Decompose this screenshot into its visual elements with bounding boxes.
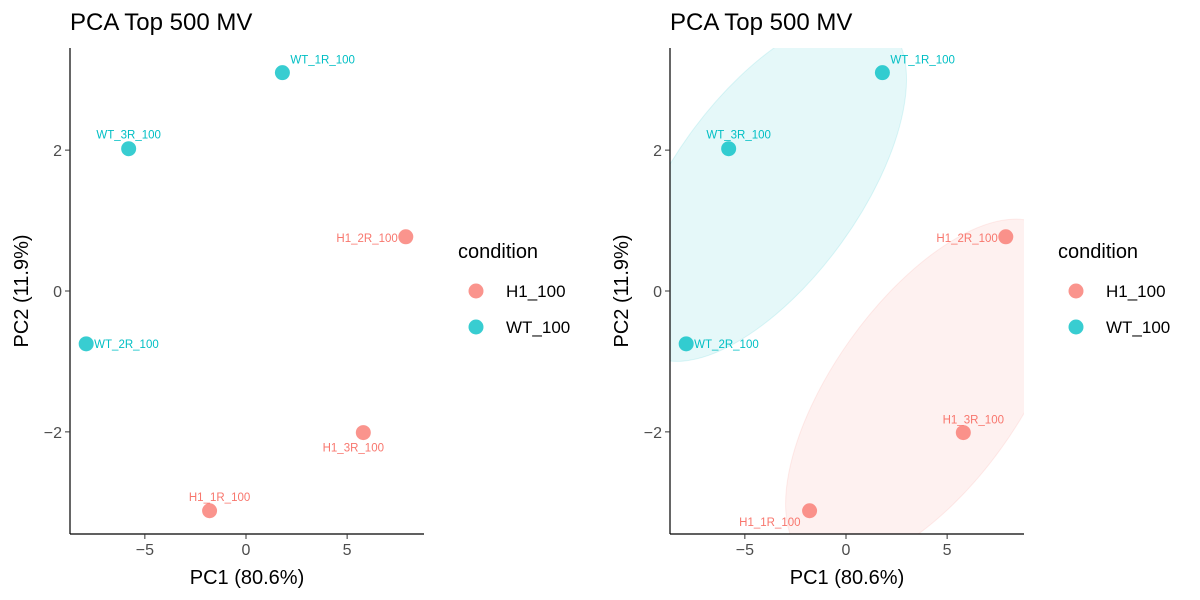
x-axis-title: PC1 (80.6%) bbox=[190, 567, 305, 589]
data-point bbox=[398, 229, 414, 245]
data-point bbox=[678, 336, 694, 352]
y-tick-label: 2 bbox=[53, 143, 62, 160]
point-label: WT_2R_100 bbox=[94, 339, 159, 351]
y-tick-label: −2 bbox=[44, 425, 62, 442]
hull-layer bbox=[670, 48, 1024, 534]
data-point bbox=[274, 65, 290, 81]
x-tick-label: 0 bbox=[242, 542, 251, 559]
hull-WT_100 bbox=[670, 48, 908, 362]
data-point bbox=[721, 141, 737, 157]
data-point bbox=[78, 336, 94, 352]
data-point bbox=[355, 425, 371, 441]
data-point bbox=[202, 503, 218, 519]
legend-title: condition bbox=[458, 241, 538, 263]
x-tick-label: −5 bbox=[736, 542, 754, 559]
point-label: WT_1R_100 bbox=[890, 55, 955, 67]
data-point bbox=[121, 141, 137, 157]
legend-swatch bbox=[468, 283, 484, 299]
x-tick-label: 5 bbox=[943, 542, 952, 559]
chart-title: PCA Top 500 MV bbox=[670, 9, 852, 36]
point-label: H1_1R_100 bbox=[739, 517, 800, 529]
x-tick-label: 5 bbox=[343, 542, 352, 559]
chart-panel-2: −5 0 5 −2 0 2 PCA Top 500 MV PC1 (80.6%) PC2 (11… bbox=[611, 9, 1170, 589]
point-label: H1_3R_100 bbox=[943, 415, 1004, 427]
point-label: WT_1R_100 bbox=[290, 55, 355, 67]
point-label: H1_3R_100 bbox=[323, 443, 384, 455]
point-label: H1_2R_100 bbox=[936, 233, 997, 245]
data-point bbox=[802, 503, 818, 519]
hull-H1_100 bbox=[785, 218, 1024, 534]
x-tick-label: −5 bbox=[136, 542, 154, 559]
y-axis-title: PC2 (11.9%) bbox=[11, 234, 33, 347]
x-axis-title: PC1 (80.6%) bbox=[790, 567, 905, 589]
data-point bbox=[998, 229, 1014, 245]
data-point bbox=[874, 65, 890, 81]
legend-title: condition bbox=[1058, 241, 1138, 263]
chart-panel-1: −5 0 5 −2 0 2 PCA Top 500 MV PC1 (80.6%) PC2 (11… bbox=[11, 9, 570, 589]
legend-entry-label: H1_100 bbox=[1106, 282, 1166, 301]
legend-swatch bbox=[468, 319, 484, 335]
y-tick-label: −2 bbox=[644, 425, 662, 442]
y-tick-label: 0 bbox=[653, 284, 662, 301]
point-label: H1_1R_100 bbox=[189, 492, 250, 504]
y-tick-label: 0 bbox=[53, 284, 62, 301]
chart-title: PCA Top 500 MV bbox=[70, 9, 252, 36]
legend-entry-label: WT_100 bbox=[1106, 318, 1170, 337]
legend-entry-label: WT_100 bbox=[506, 318, 570, 337]
legend-entry-label: H1_100 bbox=[506, 282, 566, 301]
x-tick-label: 0 bbox=[842, 542, 851, 559]
point-label: H1_2R_100 bbox=[336, 233, 397, 245]
data-point bbox=[955, 425, 971, 441]
legend-swatch bbox=[1068, 283, 1084, 299]
point-label: WT_3R_100 bbox=[706, 130, 771, 142]
legend-swatch bbox=[1068, 319, 1084, 335]
point-label: WT_3R_100 bbox=[96, 130, 161, 142]
y-axis-title: PC2 (11.9%) bbox=[611, 234, 633, 347]
y-tick-label: 2 bbox=[653, 143, 662, 160]
point-label: WT_2R_100 bbox=[694, 339, 759, 351]
